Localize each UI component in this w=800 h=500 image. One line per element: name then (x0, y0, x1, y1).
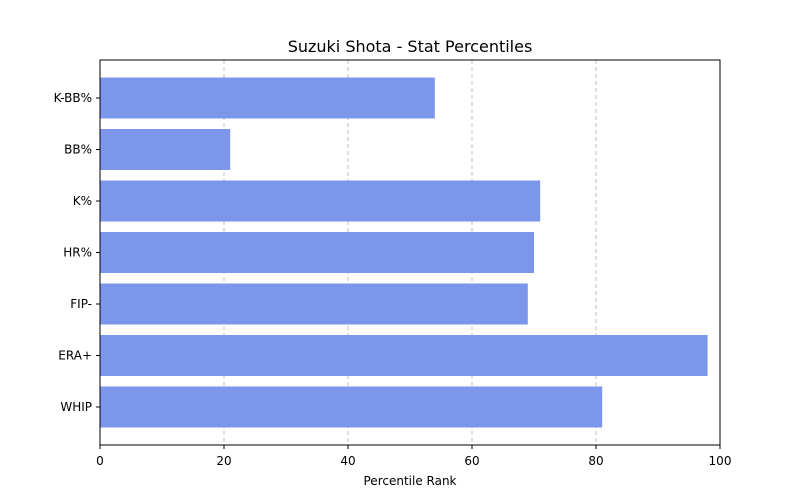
y-tick-label: HR% (63, 246, 92, 260)
y-tick-label: K% (73, 194, 92, 208)
y-tick-label: FIP- (70, 297, 92, 311)
x-tick-label: 0 (96, 454, 104, 468)
bar-era- (100, 335, 708, 376)
bar-fip- (100, 283, 528, 325)
x-axis-ticks: 0 20 40 60 80 100 (96, 445, 731, 468)
bar-k-bb- (100, 77, 435, 119)
y-tick-label: ERA+ (58, 349, 92, 363)
chart-title: Suzuki Shota - Stat Percentiles (288, 37, 533, 56)
y-tick-label: BB% (64, 143, 92, 157)
bars (100, 77, 708, 428)
bar-bb- (100, 129, 231, 170)
y-axis-ticks: K-BB% BB% K% HR% FIP- ERA+ WHIP (54, 91, 100, 414)
x-tick-label: 60 (464, 454, 479, 468)
bar-hr- (100, 232, 534, 273)
bar-whip (100, 386, 603, 428)
bar-k- (100, 180, 541, 222)
x-tick-label: 20 (216, 454, 231, 468)
x-tick-label: 80 (588, 454, 603, 468)
x-tick-label: 40 (340, 454, 355, 468)
y-tick-label: WHIP (60, 400, 92, 414)
x-tick-label: 100 (709, 454, 732, 468)
y-tick-label: K-BB% (54, 91, 92, 105)
x-axis-label: Percentile Rank (364, 474, 457, 488)
